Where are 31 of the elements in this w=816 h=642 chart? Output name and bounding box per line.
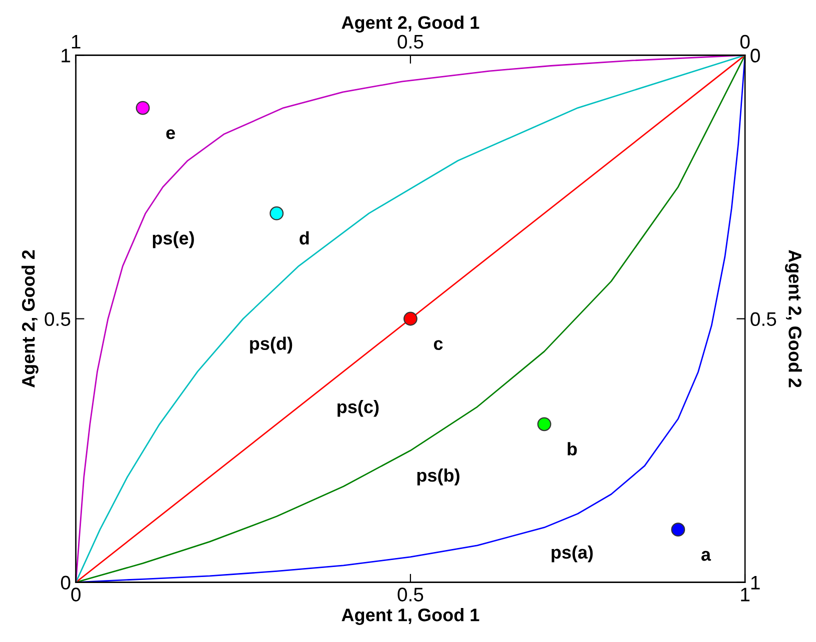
y2-tick-label: 1 bbox=[751, 576, 760, 590]
annotation: ps(d) bbox=[250, 336, 292, 354]
annotation: ps(a) bbox=[552, 545, 593, 562]
y-tick-label: 0.5 bbox=[44, 312, 70, 326]
x-tick-label: 0.5 bbox=[398, 588, 424, 602]
x2-axis-title: Agent 2, Good 1 bbox=[342, 16, 480, 33]
y2-tick-label: 0.5 bbox=[750, 312, 776, 326]
point bbox=[136, 100, 150, 115]
annotation: ps(e) bbox=[152, 231, 194, 248]
point bbox=[403, 312, 418, 326]
x-tick-label: 0 bbox=[71, 588, 81, 602]
annotation: e bbox=[166, 129, 175, 140]
y2-axis-title: Agent 2, Good 2 bbox=[784, 250, 802, 388]
y-tick-label: 0 bbox=[60, 576, 70, 590]
x2-tick-label: 0 bbox=[740, 34, 750, 49]
y2-tick-label: 0 bbox=[750, 48, 760, 62]
x2-tick-label: 1 bbox=[72, 35, 80, 48]
annotation: ps(b) bbox=[417, 468, 460, 486]
y-tick-label: 1 bbox=[62, 48, 70, 62]
point bbox=[270, 206, 284, 220]
annotation: ps(c) bbox=[338, 400, 379, 417]
annotation: a bbox=[701, 550, 712, 561]
point bbox=[537, 417, 552, 432]
annotation: b bbox=[568, 442, 577, 456]
x2-tick-label: 0.5 bbox=[398, 34, 424, 49]
annotation: c bbox=[434, 340, 443, 350]
x-axis-title: Agent 1, Good 1 bbox=[342, 608, 480, 625]
point bbox=[671, 522, 686, 537]
x-tick-label: 1 bbox=[741, 588, 750, 602]
y-axis-title: Agent 2, Good 2 bbox=[22, 250, 38, 388]
annotation: d bbox=[300, 231, 309, 245]
